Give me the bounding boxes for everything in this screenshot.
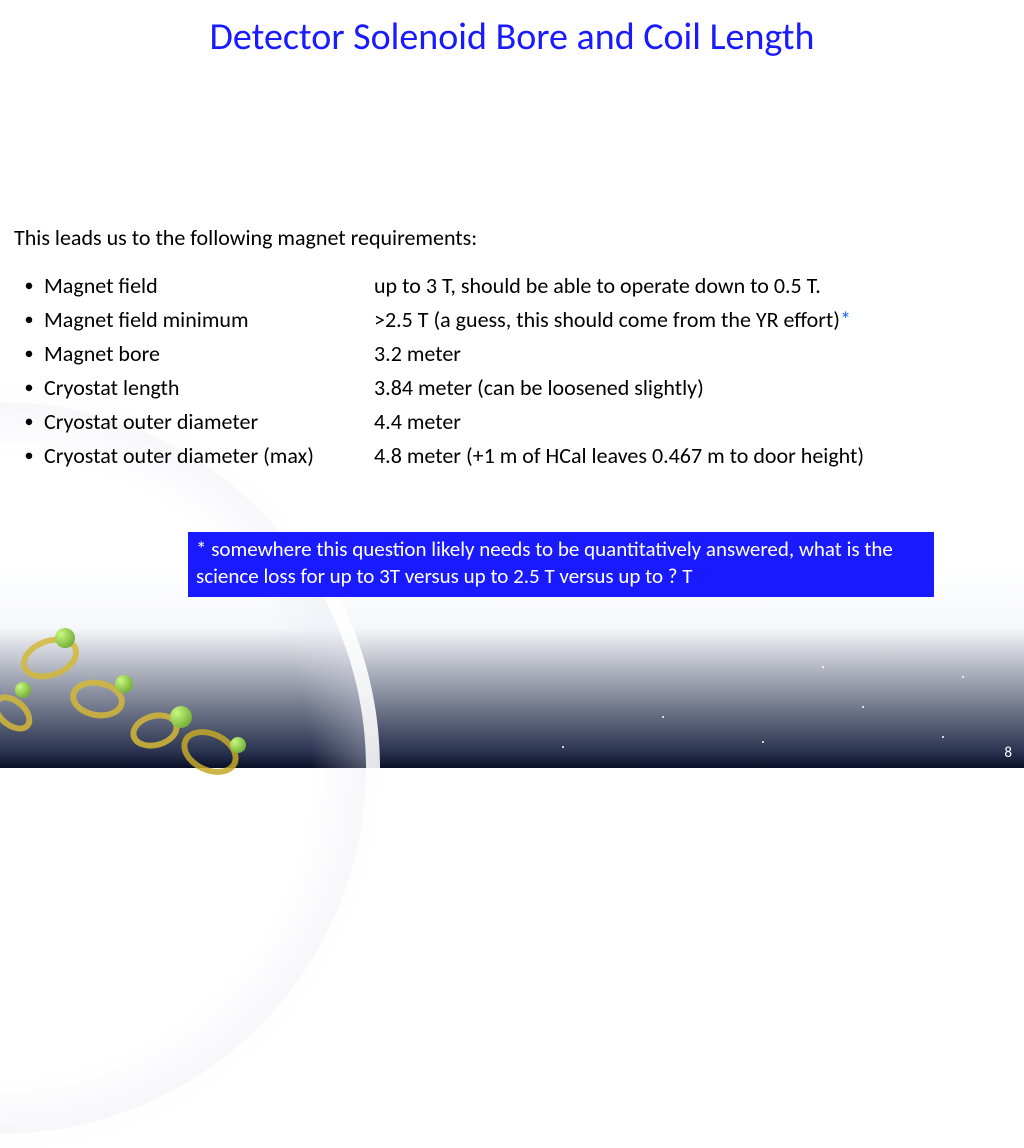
requirement-label: Cryostat outer diameter [44,408,374,435]
requirement-row: ●Cryostat outer diameter (max)4.8 meter … [14,442,1004,470]
requirement-value: >2.5 T (a guess, this should come from t… [374,306,1004,333]
bullet-icon: ● [14,442,44,470]
intro-text: This leads us to the following magnet re… [14,224,477,251]
requirement-row: ●Magnet bore3.2 meter [14,340,1004,368]
asterisk-marker: * [840,306,851,333]
requirement-value: 4.8 meter (+1 m of HCal leaves 0.467 m t… [374,442,1004,469]
requirement-label: Magnet field [44,272,374,299]
requirement-row: ●Magnet field minimum>2.5 T (a guess, th… [14,306,1004,334]
requirements-list: ●Magnet fieldup to 3 T, should be able t… [14,272,1004,476]
page-number: 8 [1004,744,1012,762]
requirement-row: ●Cryostat outer diameter4.4 meter [14,408,1004,436]
requirement-value: 3.84 meter (can be loosened slightly) [374,374,1004,401]
slide-title: Detector Solenoid Bore and Coil Length [0,0,1024,60]
requirement-row: ●Magnet fieldup to 3 T, should be able t… [14,272,1004,300]
requirement-label: Magnet field minimum [44,306,374,333]
requirement-value: 3.2 meter [374,340,1004,367]
bullet-icon: ● [14,408,44,436]
bullet-icon: ● [14,306,44,334]
bullet-icon: ● [14,340,44,368]
background-arc [0,388,380,1148]
requirement-label: Magnet bore [44,340,374,367]
bullet-icon: ● [14,272,44,300]
footnote-box: * somewhere this question likely needs t… [188,532,934,597]
bullet-icon: ● [14,374,44,402]
requirement-row: ●Cryostat length3.84 meter (can be loose… [14,374,1004,402]
requirement-label: Cryostat outer diameter (max) [44,442,374,469]
requirement-value: up to 3 T, should be able to operate dow… [374,272,1004,299]
requirement-label: Cryostat length [44,374,374,401]
requirement-value: 4.4 meter [374,408,1004,435]
